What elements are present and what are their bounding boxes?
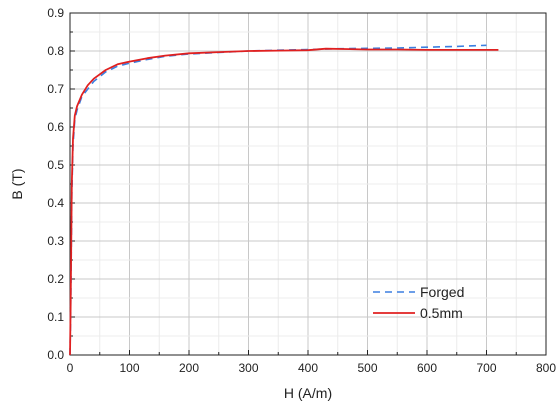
x-tick-label: 0: [67, 361, 74, 375]
series-line-0-5mm: [69, 47, 499, 356]
x-tick-label: 500: [357, 361, 377, 375]
series-lines: [69, 44, 499, 356]
legend-label-0-5mm: 0.5mm: [420, 305, 463, 321]
y-tick-label: 0.4: [47, 196, 64, 210]
x-tick-label: 700: [476, 361, 496, 375]
y-tick-label: 0.8: [47, 44, 64, 58]
y-tick-label: 0.9: [47, 6, 64, 20]
series-line-forged: [69, 44, 487, 356]
x-axis-title: H (A/m): [284, 385, 332, 401]
y-tick-label: 0.2: [47, 272, 64, 286]
y-axis-title: B (T): [9, 168, 25, 199]
legend: Forged 0.5mm: [373, 284, 464, 321]
x-tick-label: 200: [179, 361, 199, 375]
y-tick-label: 0.3: [47, 234, 64, 248]
axis-ticks: 0 100 200 300 400 500 600 700 800 0.0 0.1 0.2 0.3 0.4…: [47, 6, 556, 375]
x-tick-label: 400: [298, 361, 318, 375]
y-tick-label: 0.1: [47, 310, 64, 324]
grid: [70, 13, 546, 355]
y-tick-label: 0.0: [47, 348, 64, 362]
y-tick-label: 0.5: [47, 158, 64, 172]
x-tick-label: 600: [417, 361, 437, 375]
x-tick-label: 800: [536, 361, 556, 375]
legend-label-forged: Forged: [420, 284, 464, 300]
x-tick-label: 300: [238, 361, 258, 375]
x-tick-label: 100: [119, 361, 139, 375]
y-tick-label: 0.6: [47, 120, 64, 134]
y-tick-label: 0.7: [47, 82, 64, 96]
